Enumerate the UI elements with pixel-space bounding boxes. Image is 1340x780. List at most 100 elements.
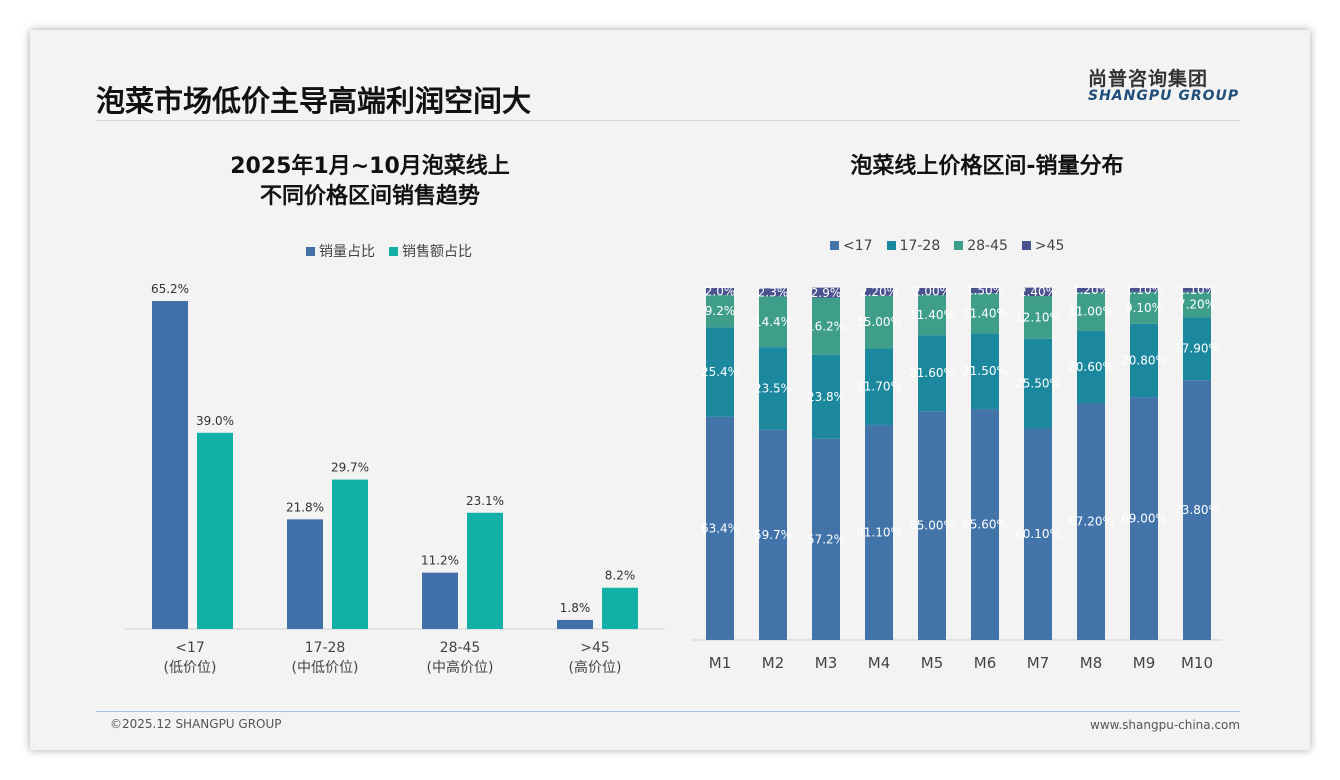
legend-label: 销售额占比 (402, 244, 472, 260)
segment-label: 61.10% (856, 525, 902, 539)
bar-销量占比 (557, 619, 593, 629)
stacked-bar->45 (1130, 288, 1158, 292)
legend-item: <17 (830, 238, 873, 254)
segment-label: 9.10% (1125, 301, 1163, 315)
stacked-bar->45 (812, 287, 840, 298)
x-tick-label: M9 (1133, 654, 1156, 672)
bar-销售额占比 (602, 587, 638, 629)
legend-label: <17 (843, 238, 873, 254)
segment-label: 1.50% (966, 284, 1004, 298)
stacked-bar-<17 (706, 416, 734, 640)
segment-label: 2.3% (758, 285, 789, 299)
segment-label: 67.20% (1068, 515, 1114, 529)
stacked-bar-28-45 (1130, 291, 1158, 324)
segment-label: 1.10% (1125, 283, 1163, 297)
segment-label: 12.10% (1015, 310, 1061, 324)
stacked-bar-<17 (1130, 397, 1158, 640)
bar-销量占比 (287, 519, 323, 629)
stacked-bar-28-45 (706, 295, 734, 328)
bar-销量占比 (152, 301, 188, 629)
x-tick-sublabel: (高价位) (569, 659, 622, 676)
legend-item: 销量占比 (306, 241, 375, 261)
legend-label: 28-45 (967, 238, 1008, 254)
stacked-bar-17-28 (759, 347, 787, 430)
legend-swatch (886, 241, 896, 250)
segment-label: 1.20% (1072, 283, 1110, 297)
segment-label: 2.00% (913, 285, 951, 299)
data-label: 65.2% (151, 282, 189, 296)
stacked-bar-<17 (865, 424, 893, 640)
stacked-bar-28-45 (1183, 291, 1211, 318)
bar-销售额占比 (332, 479, 368, 629)
stacked-bar-28-45 (759, 296, 787, 348)
stacked-bar->45 (759, 288, 787, 297)
bar-销量占比 (422, 572, 458, 629)
stacked-bar-17-28 (918, 335, 946, 412)
segment-label: 20.60% (1068, 360, 1114, 374)
stacked-bar-17-28 (1183, 317, 1211, 381)
segment-label: 16.2% (807, 319, 845, 333)
stacked-bar-<17 (1077, 403, 1105, 640)
segment-label: 21.50% (962, 364, 1008, 378)
segment-label: 2.9% (811, 286, 842, 300)
logo-en: SHANGPU GROUP (1088, 88, 1240, 104)
stacked-bar-<17 (918, 411, 946, 640)
stacked-bar-17-28 (706, 327, 734, 417)
legend-swatch (1021, 241, 1031, 250)
segment-label: 14.4% (754, 315, 792, 329)
segment-label: 1.10% (1178, 283, 1216, 297)
legend-swatch (954, 241, 964, 250)
x-tick-label: 28-45 (440, 640, 481, 656)
stacked-bar-28-45 (971, 293, 999, 334)
stacked-bar->45 (918, 288, 946, 296)
segment-label: 23.8% (807, 390, 845, 404)
x-tick-label: M6 (974, 654, 997, 672)
left-chart-title-line2: 不同价格区间销售趋势 (259, 184, 480, 209)
segment-label: 2.20% (860, 285, 898, 299)
right-legend: <17 17-28 28-45 >45 (830, 238, 1064, 254)
data-label: 29.7% (331, 461, 369, 475)
stacked-bar->45 (971, 288, 999, 294)
x-tick-sublabel: (低价位) (164, 660, 217, 676)
x-tick-label: M8 (1080, 654, 1103, 672)
stacked-bar-28-45 (812, 297, 840, 355)
stacked-bar-28-45 (918, 295, 946, 336)
segment-label: 63.4% (701, 521, 739, 535)
segment-label: 59.7% (754, 528, 792, 542)
segment-label: 11.40% (962, 306, 1008, 320)
stacked-bar-<17 (1024, 428, 1052, 640)
x-tick-sublabel: (中低价位) (292, 660, 359, 676)
x-tick-label: M5 (921, 654, 944, 672)
x-tick-label: >45 (580, 640, 610, 656)
stacked-bar-<17 (971, 409, 999, 640)
segment-label: 21.60% (909, 366, 955, 380)
segment-label: 20.80% (1121, 354, 1167, 368)
x-tick-label: <17 (175, 640, 205, 656)
divider (96, 120, 1240, 121)
legend-label: 17-28 (899, 238, 941, 254)
right-chart-title: 泡菜线上价格区间-销量分布 (850, 154, 1124, 179)
segment-label: 21.70% (856, 380, 902, 394)
data-label: 21.8% (286, 500, 324, 514)
segment-label: 17.90% (1174, 342, 1220, 356)
data-label: 8.2% (605, 569, 636, 583)
segment-label: 7.20% (1178, 298, 1216, 312)
footer-copyright: ©2025.12 SHANGPU GROUP (110, 717, 282, 731)
legend-item: 销售额占比 (389, 241, 472, 261)
x-tick-label: M2 (762, 654, 785, 672)
stacked-bar-<17 (759, 429, 787, 640)
segment-label: 11.40% (909, 308, 955, 322)
stacked-bar-17-28 (971, 333, 999, 410)
legend-label: >45 (1034, 238, 1065, 254)
data-label: 1.8% (560, 601, 591, 615)
legend-swatch (830, 241, 839, 250)
legend-swatch (306, 247, 315, 256)
segment-label: 25.50% (1015, 377, 1061, 391)
legend-label: 销量占比 (319, 244, 375, 260)
stacked-bar-<17 (1183, 380, 1211, 640)
x-tick-sublabel: (中高价位) (427, 659, 494, 676)
left-chart-title-line1: 2025年1月~10月泡菜线上 (230, 154, 510, 179)
stacked-bar-<17 (812, 438, 840, 640)
segment-label: 57.2% (807, 532, 845, 546)
segment-label: 23.5% (754, 381, 792, 395)
